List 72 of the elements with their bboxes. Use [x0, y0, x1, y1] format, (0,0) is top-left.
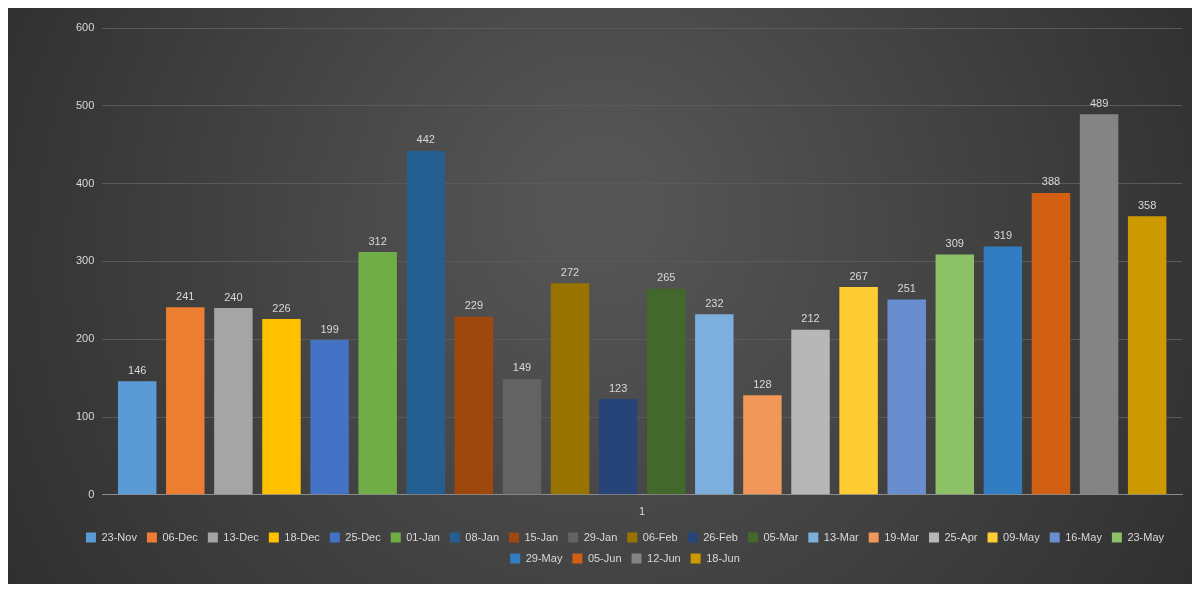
bar: [791, 329, 830, 495]
bar: [406, 150, 445, 495]
bar: [550, 283, 590, 495]
y-tick-label: 100: [75, 410, 95, 423]
legend-label: 05-Jun: [587, 551, 622, 564]
legend-label: 25-Dec: [345, 530, 382, 543]
data-label: 128: [753, 377, 772, 390]
data-label: 442: [416, 133, 435, 146]
bar: [1031, 192, 1071, 495]
legend-label: 06-Feb: [642, 530, 678, 543]
legend-label: 01-Jan: [406, 530, 440, 543]
legend-label: 16-May: [1065, 530, 1103, 543]
bar: [1127, 216, 1167, 495]
data-label: 251: [897, 282, 916, 295]
data-label: 265: [657, 271, 676, 284]
bar: [598, 399, 638, 495]
data-label: 309: [945, 236, 964, 249]
legend-label: 08-Jan: [465, 530, 500, 543]
data-label: 226: [272, 301, 291, 314]
legend-label: 13-Mar: [823, 530, 859, 543]
data-label: 489: [1089, 96, 1109, 109]
data-label: 388: [1041, 175, 1061, 188]
legend-label: 25-Apr: [944, 530, 978, 543]
data-label: 358: [1137, 198, 1157, 211]
legend-label: 29-Jan: [583, 530, 618, 543]
bar: [839, 287, 878, 495]
data-label: 241: [176, 289, 195, 302]
data-label: 232: [705, 296, 724, 309]
data-label: 267: [849, 269, 868, 282]
data-label: 149: [512, 361, 532, 374]
legend-label: 05-Mar: [763, 530, 799, 543]
y-tick-label: 500: [75, 98, 95, 111]
legend-label: 15-Jan: [524, 530, 559, 543]
bar: [983, 246, 1023, 495]
y-tick-label: 300: [75, 254, 95, 267]
bar: [310, 339, 349, 495]
x-tick-label: 1: [639, 505, 646, 518]
bar: [358, 252, 397, 495]
legend-label: 23-May: [1127, 530, 1165, 543]
bar: [887, 299, 926, 495]
data-label: 319: [993, 229, 1013, 242]
data-label: 312: [368, 234, 387, 247]
data-label: 229: [464, 299, 484, 312]
data-label: 199: [320, 322, 339, 335]
legend-label: 13-Dec: [223, 530, 260, 543]
bar: [117, 381, 157, 495]
bar: [743, 395, 782, 495]
legend-label: 23-Nov: [101, 530, 138, 543]
bar: [646, 288, 686, 495]
data-label: 272: [560, 265, 580, 278]
legend-label: 26-Feb: [703, 530, 738, 543]
data-label: 123: [608, 381, 628, 394]
data-label: 146: [128, 363, 147, 376]
bar: [935, 254, 975, 495]
y-tick-label: 400: [75, 176, 95, 189]
y-tick-label: 200: [75, 332, 95, 345]
data-label: 212: [801, 312, 820, 325]
legend-label: 06-Dec: [162, 530, 199, 543]
y-tick-label: 0: [88, 487, 95, 500]
bar: [166, 307, 205, 495]
bar: [262, 318, 301, 495]
bar: [454, 316, 494, 495]
legend-label: 19-Mar: [884, 530, 920, 543]
legend-label: 29-May: [525, 551, 563, 564]
data-label: 240: [224, 290, 243, 303]
legend-label: 18-Dec: [284, 530, 321, 543]
legend-label: 18-Jun: [706, 551, 740, 564]
legend-label: 12-Jun: [647, 551, 681, 564]
y-tick-label: 600: [75, 21, 95, 34]
bar: [695, 314, 734, 495]
legend-label: 09-May: [1003, 530, 1041, 543]
bar: [214, 308, 253, 495]
